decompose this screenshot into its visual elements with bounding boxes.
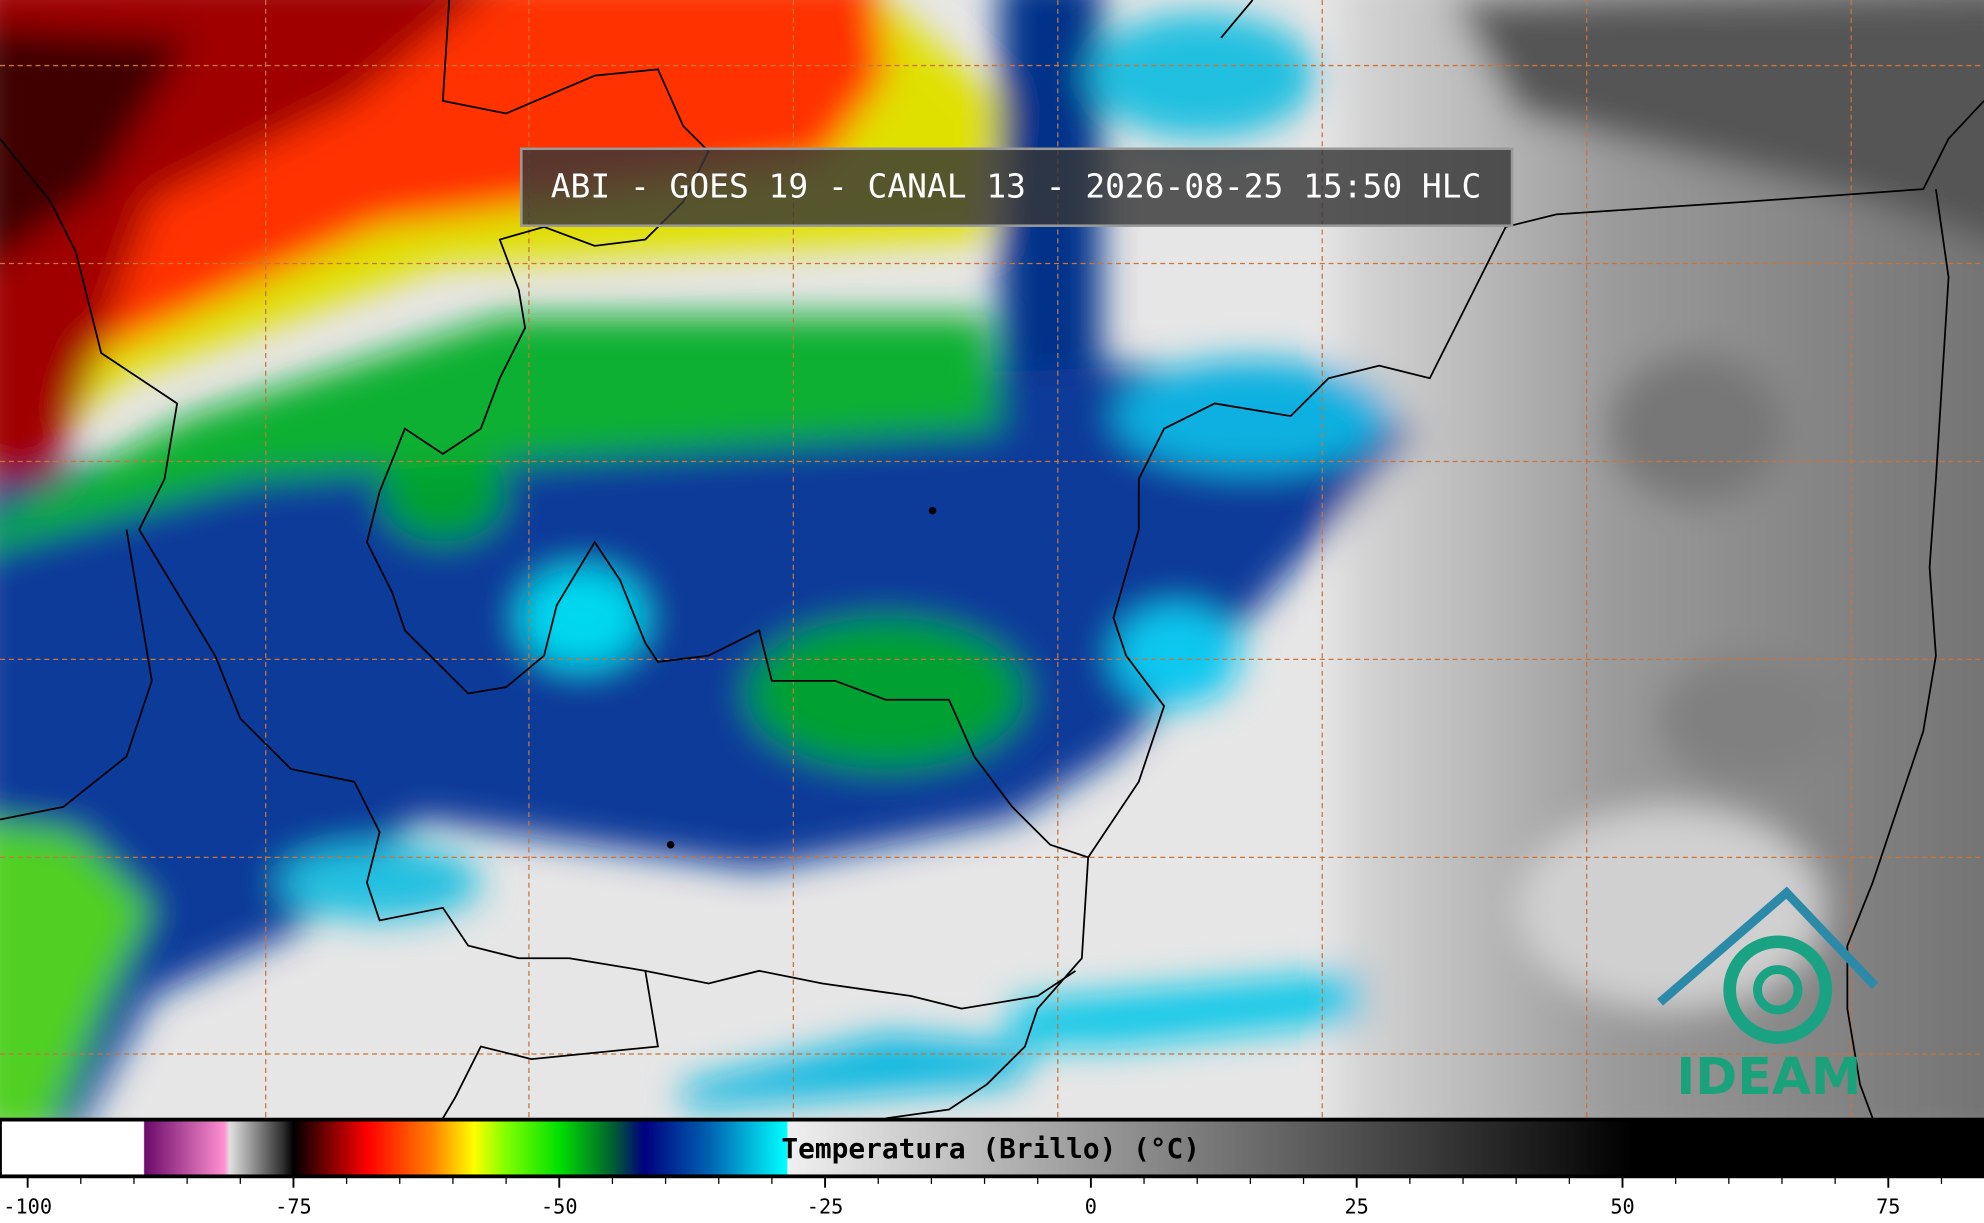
map-region: [1012, 970, 1361, 1047]
map-region: [0, 26, 190, 260]
border-line: [1846, 188, 1950, 1119]
map-region: [0, 315, 1000, 548]
x-tick-label: 0: [1085, 1194, 1097, 1218]
map-region: [683, 1033, 1038, 1110]
x-tick-label: -75: [275, 1194, 312, 1218]
x-tick-label: -100: [3, 1194, 52, 1218]
logo-swirl: [1723, 935, 1833, 1044]
map-region: [1113, 359, 1392, 473]
border-line: [1220, 0, 1254, 39]
city-dot: [666, 840, 675, 849]
logo-text: IDEAM: [1676, 1047, 1861, 1106]
city-dot: [928, 506, 937, 515]
graticule: [0, 0, 1984, 1119]
x-tick-label: 25: [1345, 1194, 1369, 1218]
map-region: [1657, 655, 1835, 782]
colorbar-fill: [0, 1117, 1984, 1179]
map-region: [1606, 353, 1785, 505]
logo: IDEAM: [1657, 886, 1879, 1106]
map-region: [1088, 12, 1316, 139]
borders: [0, 0, 1984, 1119]
map-region: [518, 567, 646, 669]
border-line: [442, 970, 659, 1119]
map-region: [1518, 806, 1823, 1009]
border-line: [0, 138, 1077, 1010]
x-tick-label: -25: [807, 1194, 844, 1218]
grid-lines: [0, 0, 1984, 1119]
x-tick-label: 50: [1610, 1194, 1634, 1218]
logo-swirl: [1753, 965, 1803, 1015]
colorbar-label: Temperatura (Brillo) (°C): [781, 1132, 1200, 1165]
border-line: [0, 529, 153, 821]
title: ABI - GOES 19 - CANAL 13 - 2026-08-25 15…: [551, 167, 1482, 205]
colorbar: Temperatura (Brillo) (°C) -100 -75 -50 -25 0…: [0, 1117, 1984, 1218]
map-region: [0, 365, 1418, 1119]
border-line: [366, 0, 1984, 859]
map-region: [1113, 605, 1240, 707]
title-background: [520, 147, 1514, 227]
title-box: ABI - GOES 19 - CANAL 13 - 2026-08-25 15…: [520, 147, 1514, 227]
map-region: [278, 844, 481, 921]
logo-roof: [1657, 886, 1879, 1006]
x-tick-label: 75: [1876, 1194, 1900, 1218]
border-line: [885, 857, 1090, 1119]
x-tick-label: -50: [541, 1194, 578, 1218]
map-region: [746, 617, 1025, 770]
map-region: [0, 822, 152, 1119]
